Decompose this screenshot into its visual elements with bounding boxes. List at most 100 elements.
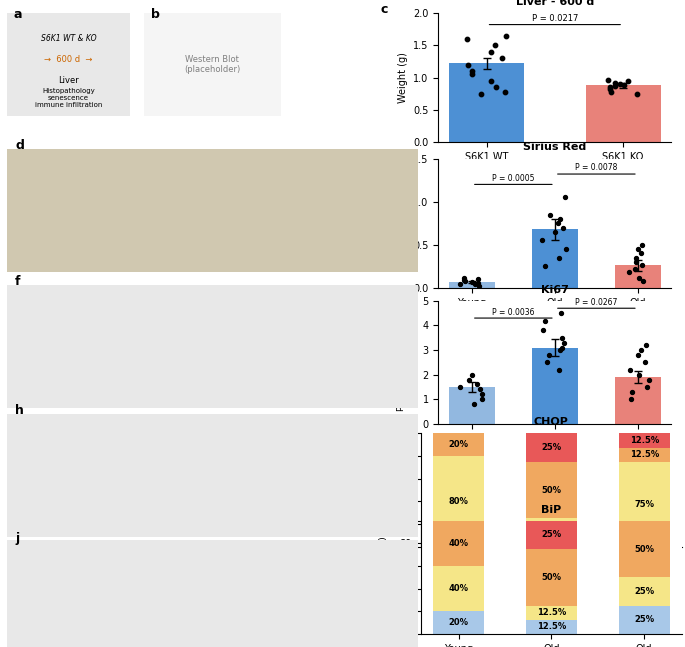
Point bbox=[556, 308, 566, 318]
Text: g: g bbox=[380, 291, 389, 304]
Bar bbox=[619, 578, 670, 606]
Point bbox=[473, 274, 484, 285]
Title: Liver - 600 d: Liver - 600 d bbox=[516, 0, 594, 6]
Point bbox=[474, 384, 485, 395]
Text: j: j bbox=[15, 532, 19, 545]
Point bbox=[641, 340, 652, 350]
Text: P = 0.0036: P = 0.0036 bbox=[492, 308, 534, 317]
Point bbox=[466, 277, 477, 287]
Point bbox=[632, 350, 643, 360]
Bar bbox=[526, 521, 577, 549]
Point bbox=[458, 272, 469, 283]
Point bbox=[455, 382, 466, 392]
Text: e: e bbox=[380, 148, 388, 161]
Point bbox=[644, 375, 655, 385]
Text: 40%: 40% bbox=[449, 584, 469, 593]
Point bbox=[460, 276, 471, 286]
Bar bbox=[449, 387, 495, 424]
Point bbox=[490, 40, 501, 50]
Point bbox=[636, 345, 647, 355]
Bar bbox=[615, 265, 661, 288]
Point bbox=[634, 272, 645, 283]
Title: Ki67: Ki67 bbox=[541, 285, 569, 294]
Point bbox=[538, 325, 549, 336]
Point bbox=[560, 192, 571, 203]
Point bbox=[626, 394, 637, 404]
Bar bbox=[433, 456, 484, 547]
Bar bbox=[619, 606, 670, 634]
Bar bbox=[526, 462, 577, 518]
Point bbox=[470, 278, 481, 289]
Bar bbox=[619, 462, 670, 547]
Bar bbox=[619, 448, 670, 462]
Bar bbox=[526, 433, 577, 462]
Point bbox=[555, 345, 566, 355]
Point bbox=[634, 369, 645, 380]
Text: h: h bbox=[15, 404, 24, 417]
Text: S6K1 WT & KO: S6K1 WT & KO bbox=[40, 34, 97, 43]
Point bbox=[626, 387, 637, 397]
Point bbox=[542, 357, 553, 367]
Point bbox=[476, 394, 487, 404]
Bar bbox=[526, 620, 577, 634]
Text: 12.5%: 12.5% bbox=[537, 622, 566, 631]
Text: b: b bbox=[151, 8, 160, 21]
Point bbox=[471, 379, 482, 389]
Bar bbox=[532, 347, 577, 424]
Bar bbox=[526, 606, 577, 620]
Point bbox=[638, 276, 649, 286]
Point bbox=[558, 338, 569, 348]
Point bbox=[544, 210, 555, 220]
Point bbox=[623, 267, 634, 278]
Text: 50%: 50% bbox=[634, 545, 654, 554]
Title: Sirius Red: Sirius Red bbox=[523, 142, 586, 152]
Text: d: d bbox=[15, 139, 24, 152]
Bar bbox=[619, 433, 670, 448]
Bar bbox=[433, 611, 484, 634]
Title: CHOP: CHOP bbox=[534, 417, 569, 427]
Point bbox=[463, 375, 474, 385]
Point bbox=[454, 280, 465, 290]
Text: 25%: 25% bbox=[541, 531, 562, 540]
Point bbox=[466, 369, 477, 380]
Text: 12.5%: 12.5% bbox=[630, 450, 659, 459]
Text: c: c bbox=[380, 3, 388, 16]
Point bbox=[539, 261, 550, 272]
Point bbox=[496, 53, 507, 63]
Text: Histopathology
senescence
immune infiltration: Histopathology senescence immune infiltr… bbox=[35, 88, 102, 108]
Y-axis label: Positive cases (%): Positive cases (%) bbox=[379, 536, 388, 619]
Bar bbox=[433, 433, 484, 456]
Y-axis label: Positive hepatocytes/
field of view: Positive hepatocytes/ field of view bbox=[397, 314, 417, 411]
Point bbox=[473, 281, 484, 291]
Point bbox=[556, 342, 567, 353]
Point bbox=[622, 76, 633, 86]
Point bbox=[499, 87, 510, 97]
Point bbox=[556, 333, 567, 343]
Bar bbox=[526, 549, 577, 606]
Text: P = 0.0217: P = 0.0217 bbox=[532, 14, 578, 23]
Bar bbox=[449, 63, 524, 142]
Point bbox=[552, 218, 563, 228]
Bar bbox=[619, 521, 670, 578]
Y-axis label: Weight (g): Weight (g) bbox=[398, 52, 408, 103]
Point bbox=[637, 260, 648, 270]
Point bbox=[540, 315, 551, 325]
Point bbox=[476, 389, 487, 399]
Text: Liver: Liver bbox=[58, 76, 79, 85]
Point bbox=[560, 244, 571, 254]
Point bbox=[625, 364, 636, 375]
Point bbox=[610, 81, 621, 91]
Text: 50%: 50% bbox=[541, 486, 562, 494]
Point bbox=[500, 30, 511, 41]
Point bbox=[467, 69, 478, 80]
Point bbox=[635, 248, 646, 259]
Point bbox=[555, 214, 566, 224]
Text: i: i bbox=[364, 424, 368, 437]
Text: k: k bbox=[364, 512, 372, 525]
Point bbox=[467, 66, 478, 76]
Point bbox=[549, 226, 560, 237]
Text: 25%: 25% bbox=[634, 615, 654, 624]
Bar bbox=[586, 85, 661, 142]
Point bbox=[485, 76, 496, 86]
Bar bbox=[449, 282, 495, 288]
